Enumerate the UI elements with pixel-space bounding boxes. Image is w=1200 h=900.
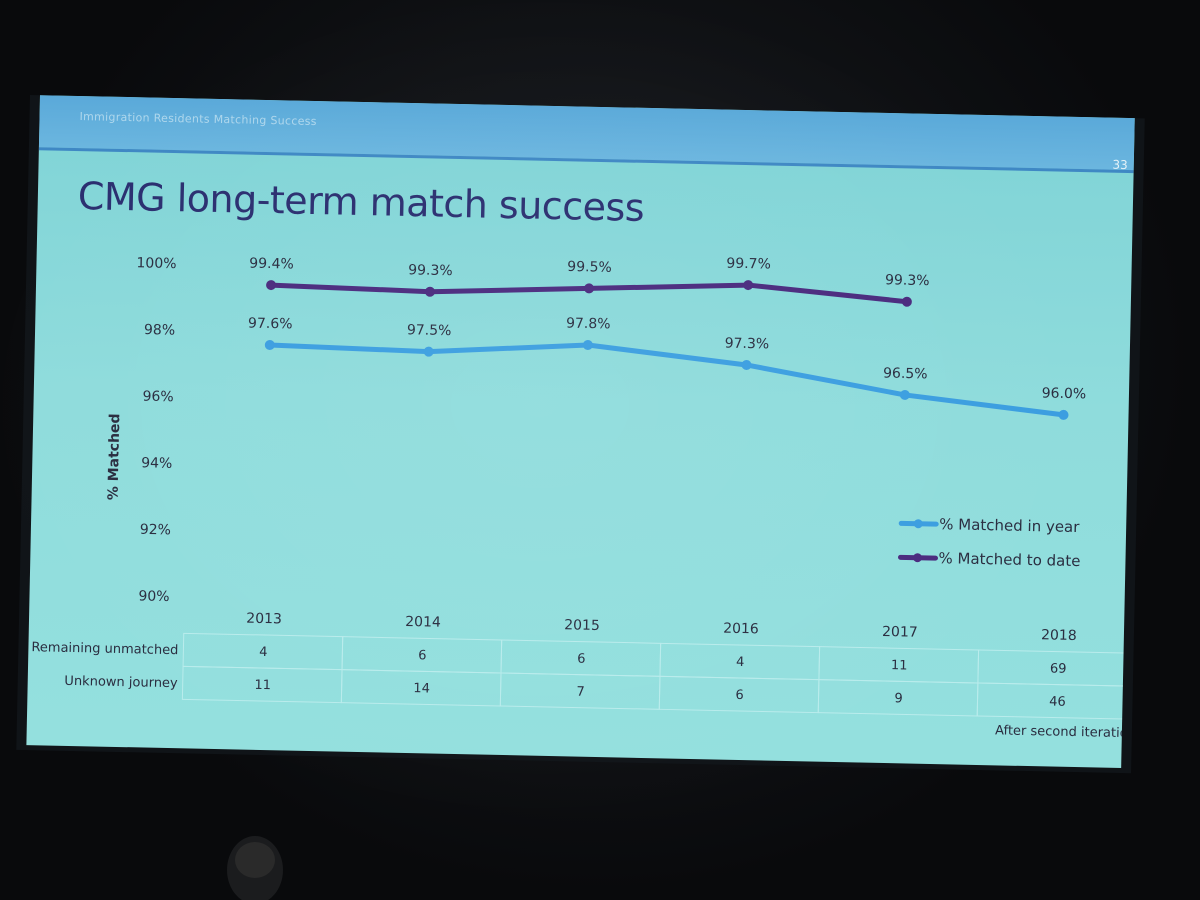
data-label: 97.3%: [725, 336, 770, 353]
projector-screen: Immigration Residents Matching Success 3…: [16, 95, 1145, 774]
table-cell-value: 6: [735, 688, 744, 703]
audience-silhouette: [227, 836, 283, 900]
data-point: [424, 286, 435, 297]
table-cell-value: 6: [577, 652, 586, 667]
y-tick-label: 98%: [144, 322, 175, 339]
data-label: 96.0%: [1042, 385, 1087, 402]
legend-marker: [913, 553, 923, 563]
x-tick-label: 2013: [246, 611, 282, 628]
legend-label: % Matched to date: [938, 549, 1080, 570]
table-cell-value: 14: [413, 681, 430, 696]
slide-number: 33: [1112, 157, 1128, 173]
table-cell-value: 9: [894, 691, 903, 706]
data-point: [901, 296, 912, 307]
data-point: [582, 339, 593, 350]
slide-header-bar: Immigration Residents Matching Success 3…: [38, 95, 1135, 174]
table-cell-value: 46: [1049, 694, 1066, 709]
x-axis: 2013 2014 2015 2016 2017 2018: [246, 611, 1077, 644]
y-axis: 90% 92% 94% 96% 98% 100%: [136, 255, 176, 605]
legend: % Matched in year % Matched to date: [898, 515, 1081, 570]
y-tick-label: 90%: [138, 588, 169, 605]
y-tick-label: 96%: [142, 389, 173, 406]
table-cell: [976, 682, 1133, 720]
data-label: 97.6%: [248, 316, 293, 333]
y-tick-label: 100%: [136, 255, 176, 272]
data-point: [743, 280, 754, 291]
series-line: [267, 342, 1067, 418]
line-chart: 90% 92% 94% 96% 98% 100% % Matched 97.6% 97.5%…: [31, 255, 1133, 741]
table-cell-value: 11: [891, 658, 908, 673]
data-label: 99.5%: [567, 259, 612, 276]
data-point: [264, 339, 275, 350]
data-label: 96.5%: [883, 365, 928, 382]
slide: Immigration Residents Matching Success 3…: [26, 95, 1135, 768]
table-row-label: Unknown journey: [64, 674, 178, 691]
legend-marker: [913, 519, 923, 529]
table-footnote: After second iteration: [995, 723, 1132, 741]
data-point: [266, 280, 277, 291]
x-tick-label: 2015: [564, 617, 600, 634]
data-label: 99.3%: [408, 262, 453, 279]
slide-title: CMG long-term match success: [77, 174, 645, 230]
table-cell-value: 4: [259, 645, 268, 660]
data-label: 99.3%: [885, 272, 930, 289]
table-row-label: Remaining unmatched: [31, 640, 178, 658]
y-axis-label: % Matched: [106, 413, 124, 500]
data-point: [899, 389, 910, 400]
legend-label: % Matched in year: [939, 515, 1080, 536]
x-tick-label: 2018: [1041, 627, 1077, 644]
x-tick-label: 2017: [882, 624, 918, 641]
table-cell-value: 69: [1050, 661, 1067, 676]
y-tick-label: 94%: [141, 455, 172, 472]
data-point: [741, 359, 752, 370]
data-point: [423, 346, 434, 357]
data-point: [584, 283, 595, 294]
x-tick-label: 2016: [723, 621, 759, 638]
table-cell-value: 11: [254, 678, 271, 693]
table-cell-value: 7: [576, 685, 585, 700]
slide-header-text: Immigration Residents Matching Success: [79, 110, 317, 129]
data-label: 97.8%: [566, 316, 611, 333]
series-layer: 97.6% 97.5% 97.8% 97.3% 96.5% 96.0% 99.4% 99.3%…: [248, 256, 1087, 420]
table-cell-value: 6: [418, 648, 427, 663]
data-label: 99.7%: [726, 256, 771, 273]
data-label: 99.4%: [249, 256, 294, 273]
y-tick-label: 92%: [140, 522, 171, 539]
x-tick-label: 2014: [405, 614, 441, 631]
data-label: 97.5%: [407, 322, 452, 339]
data-point: [1058, 409, 1069, 420]
table-cell-value: 4: [736, 655, 745, 670]
